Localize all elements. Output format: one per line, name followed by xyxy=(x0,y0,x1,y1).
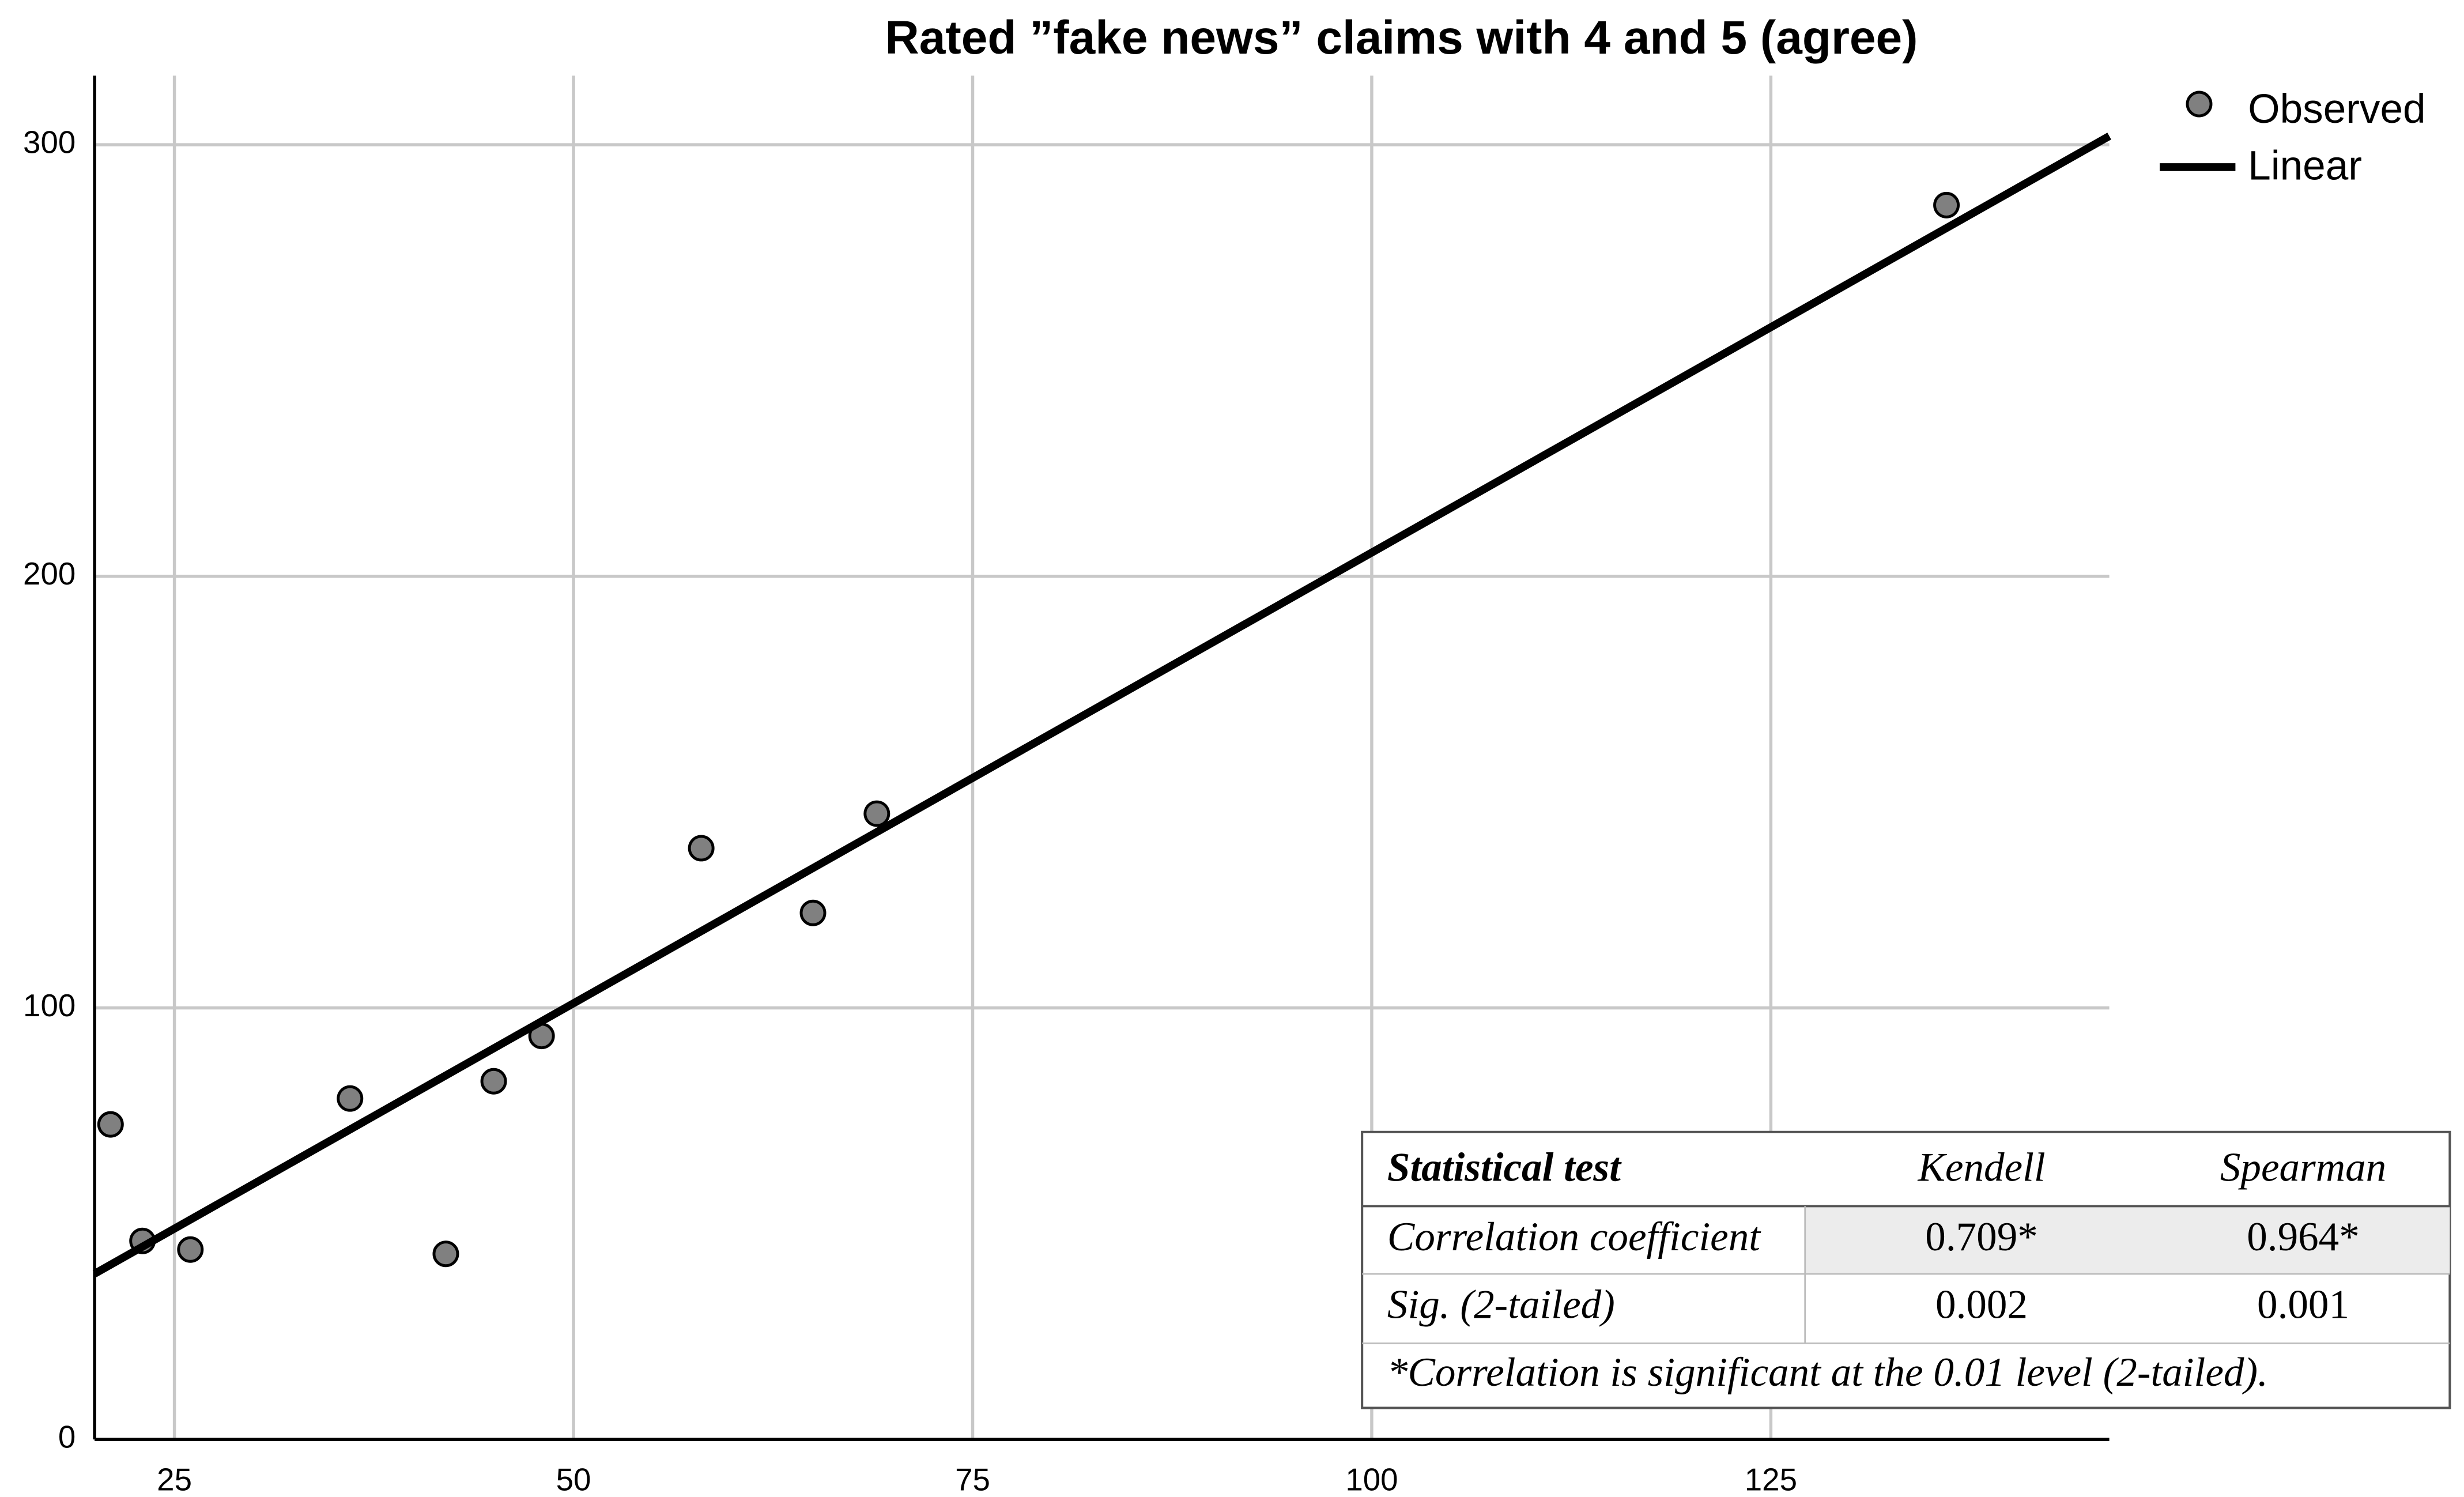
stats-table: Statistical test Kendell Spearman Correl… xyxy=(1361,1130,2451,1409)
point xyxy=(177,1236,204,1263)
table-shade xyxy=(1805,1206,2450,1274)
point xyxy=(480,1068,507,1095)
legend-marker xyxy=(2186,91,2213,118)
point xyxy=(1933,191,1960,218)
x-tick-label: 50 xyxy=(556,1461,591,1497)
y-tick-label: 100 xyxy=(23,987,76,1023)
table-cell: Correlation coefficient xyxy=(1387,1215,1761,1260)
fit-line xyxy=(92,133,2111,1277)
table-cell: 0.002 xyxy=(1935,1282,2028,1327)
point xyxy=(337,1085,364,1112)
point xyxy=(863,800,890,827)
x-tick-label: 100 xyxy=(1345,1461,1398,1497)
table-header: Kendell xyxy=(1917,1145,2045,1190)
x-tick-label: 125 xyxy=(1745,1461,1797,1497)
y-tick-label: 0 xyxy=(58,1419,76,1455)
table-cell: Sig. (2-tailed) xyxy=(1387,1282,1615,1327)
point xyxy=(688,835,715,862)
table-cell: 0.001 xyxy=(2257,1282,2349,1327)
point xyxy=(97,1111,124,1138)
legend-label: Observed xyxy=(2248,86,2425,132)
y-tick-label: 200 xyxy=(23,556,76,591)
x-tick-label: 75 xyxy=(955,1461,990,1497)
point xyxy=(799,899,827,926)
chart-title: Rated ”fake news” claims with 4 and 5 (a… xyxy=(885,12,1918,64)
table-header: Statistical test xyxy=(1387,1145,1622,1190)
x-tick-label: 25 xyxy=(157,1461,192,1497)
table-cell: 0.709* xyxy=(1925,1215,2038,1260)
legend-label: Linear xyxy=(2248,143,2362,188)
table-header: Spearman xyxy=(2220,1145,2386,1190)
y-tick-label: 300 xyxy=(23,125,76,160)
point xyxy=(432,1240,459,1268)
table-cell: 0.964* xyxy=(2247,1215,2360,1260)
table-note: *Correlation is significant at the 0.01 … xyxy=(1387,1350,2268,1395)
